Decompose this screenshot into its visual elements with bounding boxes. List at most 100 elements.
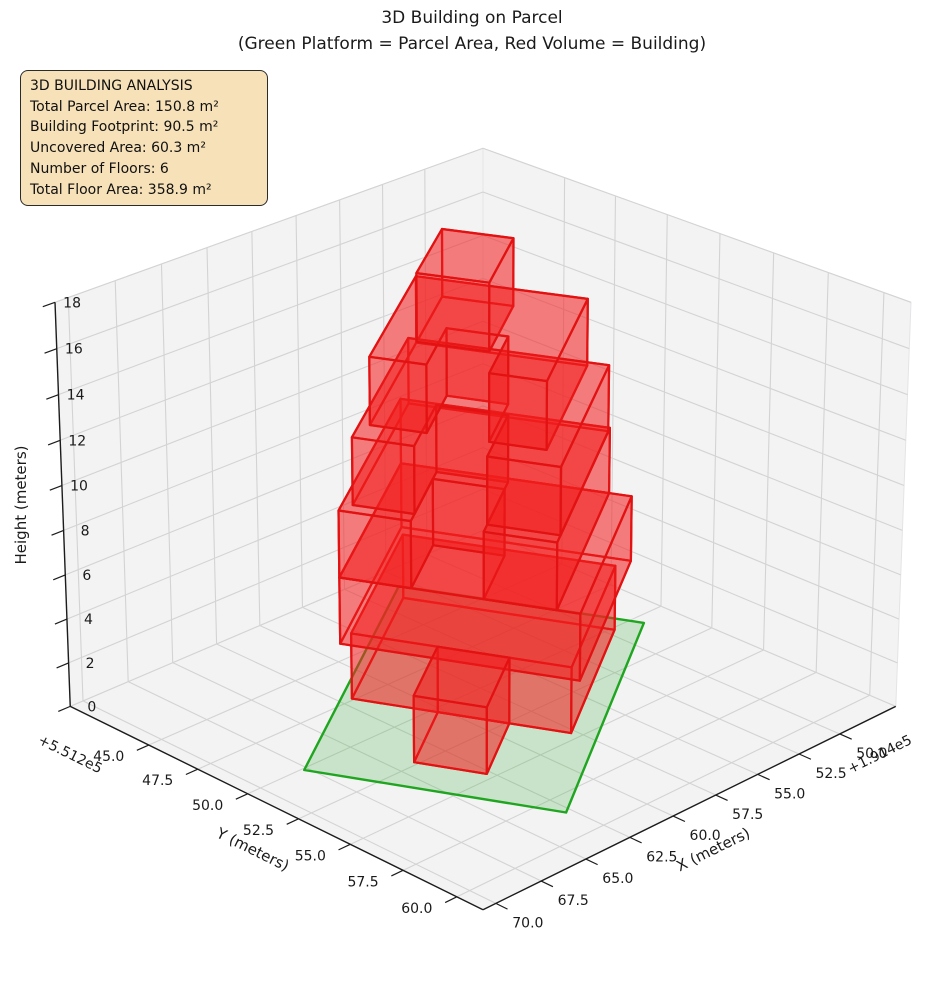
info-box-line: Number of Floors: 6 — [30, 160, 169, 177]
grid-line-x-wall — [206, 247, 218, 644]
grid-line-z-left — [68, 488, 484, 664]
grid-line-y-wall — [711, 233, 721, 628]
y-tick-mark — [185, 768, 199, 776]
x-tick-label: 62.5 — [646, 849, 677, 865]
z-tick-mark — [51, 529, 64, 536]
grid-line-z-right — [482, 234, 908, 396]
building-floor-face — [415, 272, 491, 353]
grid-line-z-left — [54, 147, 484, 303]
x-tick-label: 52.5 — [815, 766, 846, 782]
x-tick-label: 57.5 — [732, 807, 763, 823]
z-tick-label: 18 — [63, 295, 81, 311]
grid-line-y-wall — [561, 177, 566, 564]
grid-line-x-wall — [114, 280, 129, 682]
grid-line-x — [82, 700, 497, 904]
x-tick-label: 67.5 — [558, 893, 589, 909]
z-tick-mark — [53, 574, 66, 581]
info-box-line: Building Footprint: 90.5 m² — [30, 119, 219, 136]
y-tick-mark — [338, 843, 351, 851]
building-floor-face — [350, 436, 416, 516]
y-tick-label: 50.0 — [192, 798, 223, 814]
z-tick-mark — [46, 394, 59, 400]
x-tick-mark — [585, 858, 598, 866]
grid-line-x-wall — [160, 263, 174, 663]
x-tick-mark — [672, 815, 686, 823]
grid-line-y — [350, 649, 764, 845]
y-tick-label: 60.0 — [401, 901, 432, 917]
building-floor-face — [337, 509, 413, 590]
building-floor-face — [412, 694, 488, 776]
x-tick-label: 70.0 — [512, 915, 543, 931]
grid-line-z-right — [482, 277, 906, 441]
x-tick-label: 65.0 — [602, 871, 633, 887]
info-box-title: 3D BUILDING ANALYSIS — [30, 78, 193, 94]
x-tick-mark — [629, 836, 642, 844]
x-tick-mark — [540, 880, 554, 888]
info-box-line: Total Parcel Area: 150.8 m² — [30, 98, 219, 115]
grid-line-z-right — [482, 147, 912, 303]
grid-line-x — [127, 681, 542, 882]
building-floor-face — [482, 530, 559, 612]
y-tick-label: 47.5 — [142, 773, 173, 789]
building-floor-face — [368, 355, 428, 435]
y-tick-label: 45.0 — [93, 749, 124, 765]
z-tick-label: 12 — [68, 433, 86, 449]
x-axis-line — [482, 705, 897, 911]
grid-line-z-left — [56, 191, 484, 350]
grid-line-x-wall — [251, 231, 261, 626]
building-floor-face — [488, 372, 549, 451]
z-tick-mark — [58, 705, 71, 713]
z-axis-line — [54, 302, 71, 707]
grid-line-z-right — [482, 405, 901, 576]
y-tick-label: 52.5 — [243, 823, 274, 839]
grid-line-z-right — [482, 320, 905, 487]
grid-line-x-wall — [67, 297, 84, 701]
x-tick-label: 50.0 — [856, 746, 887, 762]
z-tick-label: 8 — [81, 523, 90, 539]
y-tick-mark — [136, 744, 149, 751]
z-tick-mark — [44, 348, 57, 354]
y-tick-mark — [286, 818, 299, 825]
y-tick-mark — [235, 793, 248, 800]
grid-line-z-left — [60, 277, 484, 441]
info-box-line: Uncovered Area: 60.3 m² — [30, 140, 206, 157]
grid-line-y-wall — [660, 214, 668, 607]
grid-line-x — [344, 588, 758, 775]
grid-line-z-right — [482, 363, 903, 531]
y-tick-label: 55.0 — [295, 848, 326, 864]
chart-title: 3D Building on Parcel (Green Platform = … — [0, 6, 944, 57]
grid-line-y — [148, 563, 563, 746]
y-tick-mark — [391, 869, 404, 877]
grid-line-y — [247, 605, 662, 795]
grid-line-z-left — [70, 529, 484, 707]
grid-line-z-right — [482, 447, 900, 620]
grid-line-z-right — [482, 191, 910, 350]
grid-line-y-wall — [762, 252, 775, 650]
grid-line-x-wall — [295, 215, 304, 608]
grid-line-z-right — [482, 488, 898, 664]
z-tick-label: 6 — [82, 568, 91, 584]
z-tick-label: 16 — [65, 342, 83, 358]
grid-line-y-wall — [610, 195, 617, 585]
x-tick-label: 55.0 — [774, 786, 805, 802]
y-tick-mark — [444, 896, 458, 904]
z-axis-label: Height (meters) — [12, 446, 30, 565]
z-tick-label: 2 — [86, 656, 95, 672]
x-tick-mark — [798, 753, 812, 760]
grid-line-z-right — [482, 529, 896, 707]
y-axis-line — [69, 705, 484, 911]
analysis-info-box: 3D BUILDING ANALYSIS Total Parcel Area: … — [20, 70, 268, 207]
x-tick-mark — [839, 733, 852, 740]
building-floor-face — [350, 632, 573, 735]
z-tick-mark — [47, 439, 61, 446]
grid-line-y-wall — [869, 292, 885, 696]
info-box-line: Total Floor Area: 358.9 m² — [30, 181, 212, 198]
z-tick-mark — [56, 662, 69, 669]
chart-title-line2: (Green Platform = Parcel Area, Red Volum… — [237, 33, 707, 54]
x-tick-mark — [757, 773, 770, 781]
z-tick-mark — [42, 301, 56, 308]
z-tick-label: 14 — [67, 388, 85, 404]
grid-line-z-left — [65, 405, 484, 576]
